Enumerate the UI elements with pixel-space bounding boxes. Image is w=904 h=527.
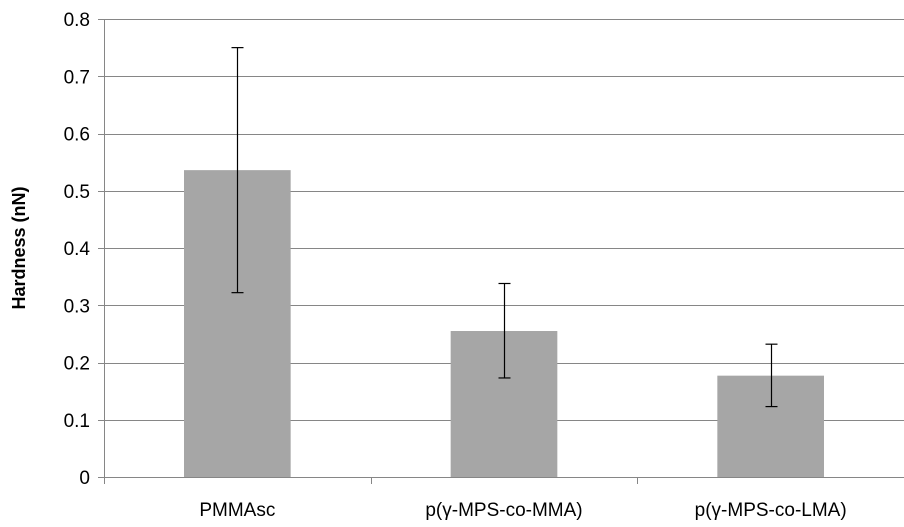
y-tick-label: 0.7 [64, 67, 90, 88]
bars [184, 170, 824, 477]
error-bars [231, 47, 778, 408]
y-tick-label: 0.4 [64, 239, 91, 260]
y-tick-label: 0 [79, 468, 90, 489]
y-tick-label: 0.3 [64, 296, 90, 317]
y-tick-labels: 0 0.1 0.2 0.3 0.4 0.5 0.6 0.7 0.8 [64, 10, 91, 489]
x-tick-labels: PMMAsc p(γ-MPS-co-MMA) p(γ-MPS-co-LMA) [199, 500, 846, 521]
y-tick-label: 0.2 [64, 354, 90, 375]
axes [98, 19, 904, 484]
x-tick-label: PMMAsc [199, 500, 275, 521]
y-tick-label: 0.1 [64, 411, 90, 432]
y-axis-title: Hardness (nN) [9, 186, 29, 309]
y-tick-label: 0.6 [64, 125, 90, 146]
y-tick-label: 0.8 [64, 10, 90, 31]
x-tick-label: p(γ-MPS-co-LMA) [695, 500, 847, 521]
error-bar [765, 343, 778, 408]
error-bar [498, 282, 511, 379]
y-tick-label: 0.5 [64, 182, 90, 203]
error-bar [231, 47, 244, 294]
bar [717, 375, 824, 477]
x-tick-label: p(γ-MPS-co-MMA) [425, 500, 582, 521]
